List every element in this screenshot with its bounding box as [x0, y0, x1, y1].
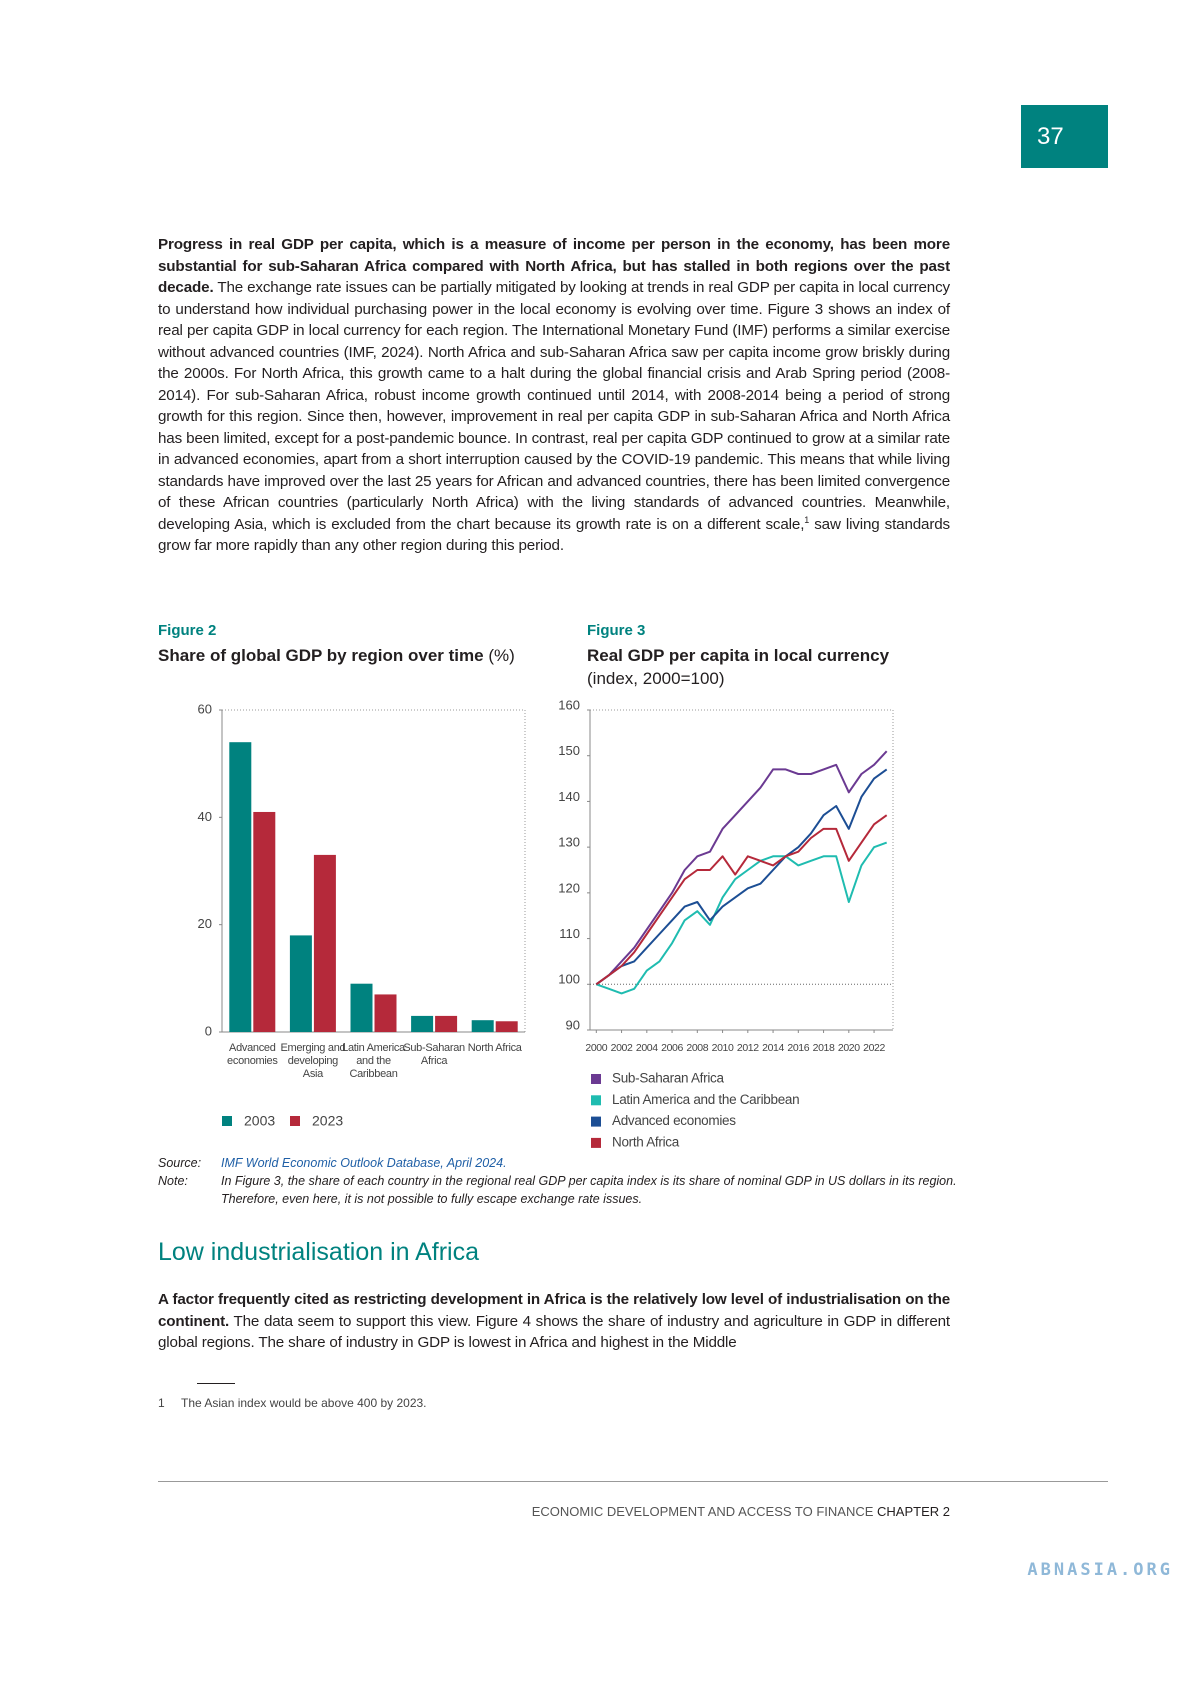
footnote-rule [197, 1383, 235, 1384]
lead: A factor frequently cited as restricting… [158, 1291, 950, 1330]
unit: (index, 2000=100) [587, 669, 725, 688]
watermark: ABNASIA.ORG [1027, 1560, 1173, 1580]
y-tick-label: 20 [198, 916, 212, 931]
bar [350, 983, 373, 1032]
legend-swatch [591, 1137, 601, 1148]
y-tick-label: 110 [559, 926, 580, 941]
x-tick-label: Emerging and developing Asia [280, 1042, 346, 1080]
bar [411, 1015, 434, 1032]
footer-rule [158, 1481, 1108, 1482]
figure-label: Figure 2 [158, 622, 217, 639]
y-tick-label: 160 [558, 697, 580, 712]
x-tick-label: Sub-Saharan Africa [403, 1042, 465, 1067]
x-tick-label: 2000 [585, 1042, 607, 1054]
y-tick-label: 150 [558, 743, 580, 758]
series-line [595, 814, 888, 986]
bar [435, 1015, 458, 1032]
legend-swatch [591, 1116, 601, 1127]
title: Real GDP per capita in local currency [587, 646, 890, 665]
paragraph: A factor frequently cited as restricting… [158, 1289, 950, 1354]
x-tick-label: Latin America and the Caribbean [342, 1042, 405, 1080]
legend-swatch [222, 1116, 232, 1126]
note-label: Note: [158, 1174, 188, 1188]
legend-swatch [591, 1074, 601, 1084]
note-ref: 1 [804, 514, 810, 525]
footer-text: ECONOMIC DEVELOPMENT AND ACCESS TO FINAN… [531, 1504, 874, 1519]
legend-label: Sub-Saharan Africa [612, 1071, 724, 1086]
note-text: In Figure 3, the share of each country i… [221, 1174, 957, 1206]
legend-label: Advanced economies [612, 1113, 736, 1128]
source-label: Source: [158, 1156, 202, 1170]
y-tick-label: 130 [558, 835, 580, 850]
body-text: saw living standards grow far more rapid… [158, 515, 950, 555]
bar [253, 811, 276, 1032]
figure-title: Share of global GDP by region over time … [158, 644, 515, 667]
x-tick-label: 2002 [611, 1042, 633, 1054]
x-tick-label: 2014 [762, 1042, 784, 1054]
bar [495, 1021, 518, 1032]
y-tick-label: 40 [198, 809, 212, 824]
bar [313, 854, 336, 1032]
note: Note: In Figure 3, the share of each coun… [158, 1172, 958, 1208]
legend-swatch [591, 1095, 601, 1106]
title: Share of global GDP by region over time [158, 646, 484, 665]
footnote-text: The Asian index would be above 400 by 20… [181, 1396, 427, 1410]
x-tick-label: 2010 [712, 1042, 734, 1054]
x-tick-label: 2016 [787, 1042, 809, 1054]
legend-label: North Africa [612, 1134, 680, 1149]
legend-swatch [290, 1116, 300, 1126]
source-text: IMF World Economic Outlook Database, Apr… [221, 1156, 507, 1170]
legend-label: 2023 [312, 1113, 343, 1129]
y-tick-label: 140 [558, 789, 580, 804]
source: Source: IMF World Economic Outlook Databa… [158, 1154, 958, 1172]
bar [471, 1020, 494, 1032]
body-text: The data seem to support this view. Figu… [158, 1312, 950, 1352]
body-text: The exchange rate issues can be partiall… [158, 279, 950, 533]
series-line [595, 768, 888, 986]
unit: (%) [488, 646, 515, 665]
series-line [595, 841, 888, 995]
figure-title: Real GDP per capita in local currency (in… [587, 644, 947, 690]
section-title: Low industrialisation in Africa [158, 1238, 479, 1266]
y-tick-label: 0 [205, 1023, 212, 1038]
y-tick-label: 100 [558, 972, 580, 987]
lead: Progress in real GDP per capita, which i… [158, 236, 950, 296]
x-tick-label: 2018 [813, 1042, 835, 1054]
footnote-number: 1 [158, 1396, 165, 1410]
bar [374, 994, 397, 1032]
legend-label: Latin America and the Caribbean [612, 1092, 799, 1107]
y-tick-label: 120 [558, 880, 580, 895]
y-tick-label: 90 [566, 1017, 580, 1032]
footer: ECONOMIC DEVELOPMENT AND ACCESS TO FINAN… [532, 1504, 950, 1519]
legend-label: 2003 [244, 1113, 275, 1129]
series-line [595, 750, 888, 986]
x-tick-label: Advanced economies [227, 1042, 278, 1067]
page-number: 37 [1037, 123, 1064, 150]
page-number-box: 37 [1021, 105, 1108, 168]
source-block: Source: IMF World Economic Outlook Databa… [158, 1154, 958, 1208]
x-tick-label: 2012 [737, 1042, 759, 1054]
footer-chapter: CHAPTER 2 [877, 1504, 950, 1519]
y-tick-label: 60 [198, 701, 212, 716]
x-tick-label: 2008 [686, 1042, 708, 1054]
x-tick-label: North Africa [467, 1042, 522, 1054]
x-tick-label: 2006 [661, 1042, 683, 1054]
x-tick-label: 2004 [636, 1042, 658, 1054]
x-tick-label: 2020 [838, 1042, 860, 1054]
bar [229, 742, 252, 1032]
x-tick-label: 2022 [863, 1042, 885, 1054]
paragraph: Progress in real GDP per capita, which i… [158, 234, 950, 557]
figure-label: Figure 3 [587, 622, 646, 639]
bar [289, 935, 312, 1032]
